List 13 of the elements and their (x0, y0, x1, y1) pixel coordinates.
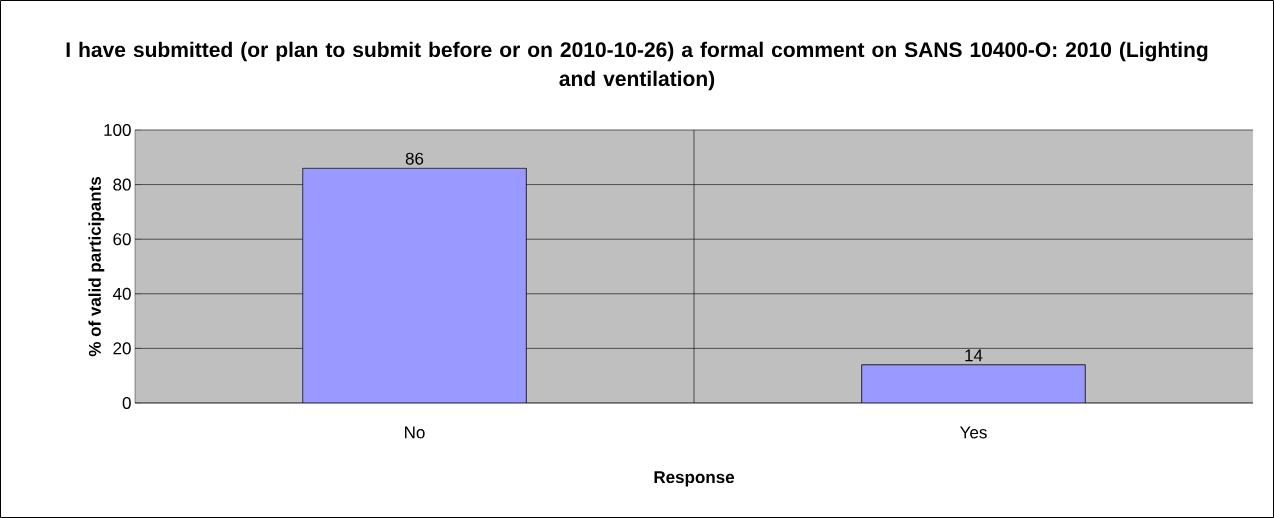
x-axis-title: Response (654, 471, 735, 487)
y-tick-label: 80 (113, 178, 131, 191)
y-tick-label: 20 (113, 342, 131, 355)
y-tick-label: 0 (122, 396, 131, 410)
data-label: 14 (965, 349, 983, 362)
y-axis-title: % of valid participants (88, 176, 105, 357)
y-tick-label: 100 (104, 123, 131, 137)
y-tick-label: 40 (112, 287, 131, 300)
x-tick-label: Yes (960, 426, 987, 439)
y-tick-label: 60 (113, 233, 131, 246)
chart-title: I have submitted (or plan to submit before or on 2010-10-26) a formal comment on SANS 10400-O: 2010 (Lighting and ventilation) (66, 41, 1208, 91)
data-label: 86 (405, 152, 424, 165)
x-tick-label: No (405, 426, 425, 439)
